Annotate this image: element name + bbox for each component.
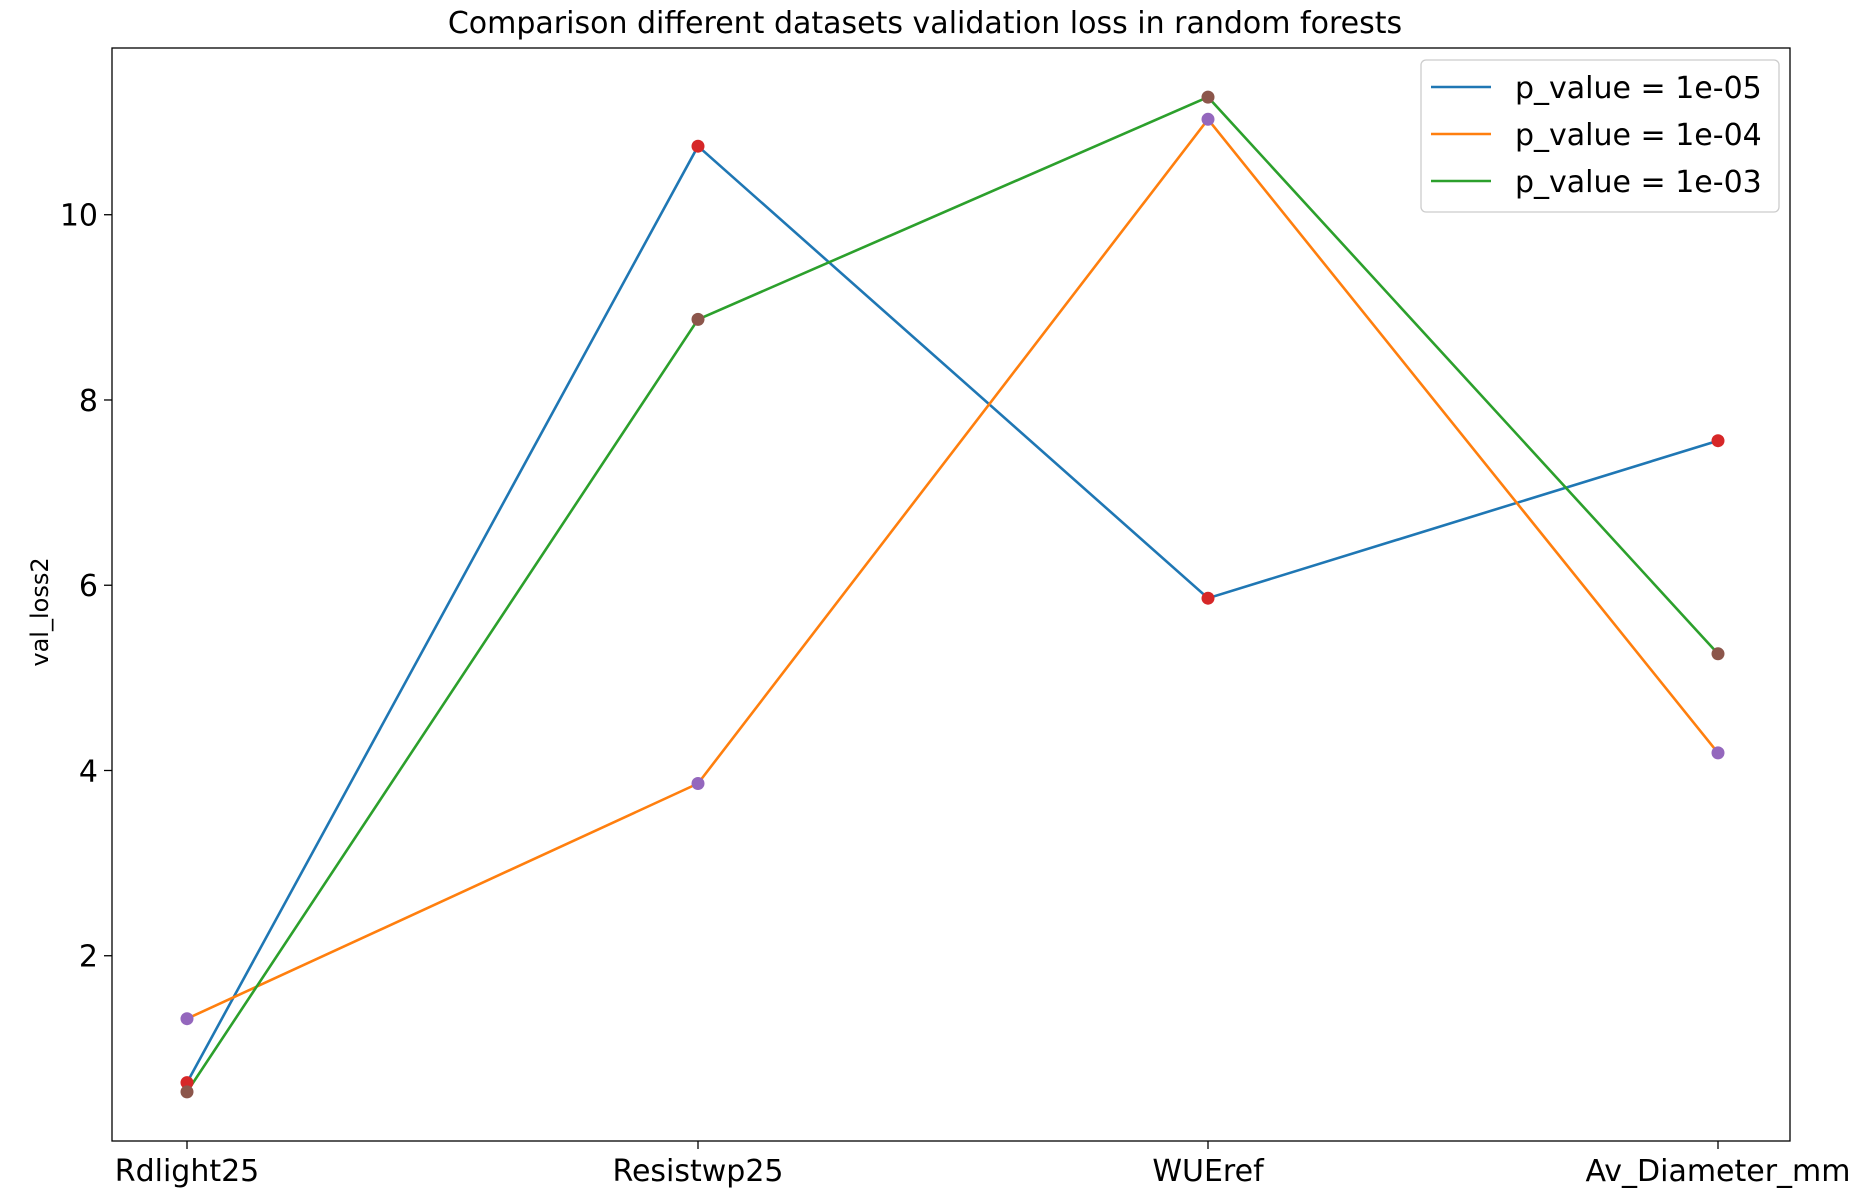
series-lines (185, 95, 1720, 1093)
x-tick-label: Resistwp25 (612, 1154, 783, 1189)
y-tick-label: 8 (79, 384, 98, 419)
data-point-s3-2 (691, 312, 705, 326)
y-tick-label: 4 (79, 754, 98, 789)
legend: p_value = 1e-05 p_value = 1e-04 p_value = … (1420, 59, 1780, 213)
series-line-1 (185, 144, 1719, 1084)
data-point-s1-2 (691, 139, 705, 153)
plot-frame (111, 47, 1791, 1142)
y-tick-label: 6 (79, 569, 98, 604)
axis-ticks: Rdlight25 Resistwp25 WUEref Av_Diameter_mm 2… (60, 199, 1850, 1189)
series-line-3 (185, 95, 1719, 1093)
data-point-s2-4 (1711, 746, 1725, 760)
chart-title: Comparison different datasets validation… (448, 6, 1402, 41)
legend-label-2: p_value = 1e-04 (1515, 118, 1762, 153)
legend-box (1420, 59, 1780, 213)
data-point-s2-3 (1201, 112, 1215, 126)
data-point-s3-1 (180, 1085, 194, 1099)
series-line-2 (186, 117, 1720, 1020)
data-point-s2-1 (180, 1012, 194, 1026)
data-point-s1-3 (1201, 591, 1215, 605)
x-tick-label: WUEref (1152, 1154, 1265, 1189)
x-tick-label: Rdlight25 (115, 1154, 260, 1189)
legend-label-3: p_value = 1e-03 (1515, 165, 1762, 200)
legend-label-1: p_value = 1e-05 (1515, 71, 1762, 106)
series-markers (180, 90, 1725, 1099)
y-axis-label: val_loss2 (26, 557, 54, 666)
y-tick-label: 2 (79, 940, 98, 975)
y-tick-label: 10 (60, 199, 98, 234)
data-point-s1-1 (180, 1076, 194, 1090)
data-point-s1-4 (1711, 434, 1725, 448)
data-point-s2-2 (691, 777, 705, 790)
data-point-s3-3 (1201, 90, 1215, 104)
data-point-s3-4 (1711, 647, 1725, 661)
x-tick-label: Av_Diameter_mm (1585, 1154, 1850, 1189)
